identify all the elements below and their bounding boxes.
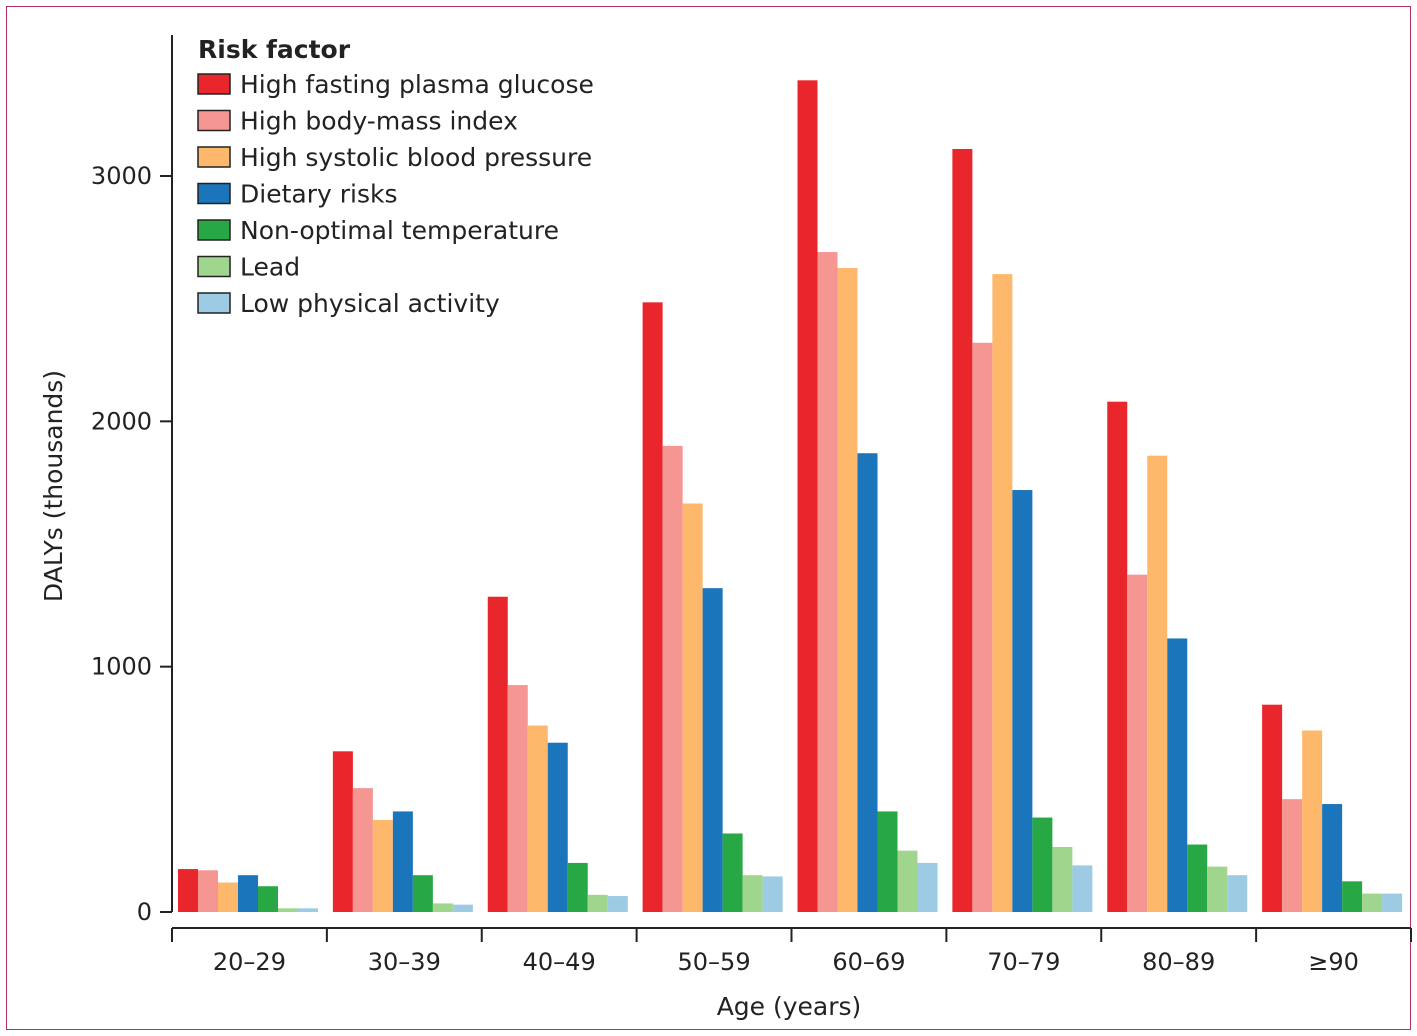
x-tick-label: 80–89 bbox=[1142, 948, 1215, 976]
x-tick-label: 60–69 bbox=[832, 948, 905, 976]
bar-4-6 bbox=[1012, 490, 1033, 912]
bar-4-8 bbox=[1322, 804, 1343, 912]
bar-5-6 bbox=[1032, 817, 1053, 912]
bar-6-2 bbox=[432, 903, 453, 912]
y-tick-label: 0 bbox=[137, 898, 152, 926]
legend-label: Non-optimal temperature bbox=[240, 216, 559, 245]
legend-label: High fasting plasma glucose bbox=[240, 70, 594, 99]
bar-1-3 bbox=[487, 596, 508, 912]
legend: Risk factor High fasting plasma glucose H… bbox=[197, 35, 594, 318]
bar-7-6 bbox=[1072, 865, 1093, 912]
bar-1-8 bbox=[1262, 704, 1283, 912]
bar-6-4 bbox=[742, 875, 763, 912]
bar-3-2 bbox=[372, 820, 393, 912]
y-tick-label: 3000 bbox=[91, 162, 152, 190]
bar-3-6 bbox=[992, 274, 1013, 913]
legend-swatch bbox=[197, 219, 231, 241]
legend-label: High body-mass index bbox=[240, 107, 518, 136]
bar-6-6 bbox=[1052, 846, 1073, 912]
bar-2-3 bbox=[507, 685, 528, 912]
bar-5-3 bbox=[567, 862, 588, 912]
x-ticks-group: 20–29 30–39 40–49 50–59 60–69 70–79 80–89 ≥90 bbox=[171, 928, 1412, 976]
bar-4-1 bbox=[238, 875, 258, 912]
bar-6-5 bbox=[897, 850, 918, 912]
legend-swatch bbox=[197, 182, 231, 205]
bar-7-5 bbox=[917, 862, 938, 912]
bar-2-7 bbox=[1127, 574, 1148, 912]
figure-frame bbox=[6, 6, 1411, 1030]
bar-5-5 bbox=[877, 811, 898, 912]
bar-5-4 bbox=[722, 833, 743, 912]
bar-7-4 bbox=[762, 876, 783, 912]
bar-2-8 bbox=[1282, 799, 1303, 912]
bar-7-8 bbox=[1382, 893, 1403, 912]
bar-7-1 bbox=[298, 908, 318, 912]
bar-2-2 bbox=[352, 788, 373, 912]
bar-1-4 bbox=[642, 302, 663, 912]
bars-group bbox=[178, 80, 1403, 913]
legend-label: High systolic blood pressure bbox=[240, 143, 592, 172]
legend-label: Lead bbox=[240, 253, 300, 282]
x-tick-label: ≥90 bbox=[1308, 948, 1359, 976]
bar-2-6 bbox=[972, 342, 993, 912]
bar-6-1 bbox=[278, 908, 298, 912]
legend-swatch bbox=[197, 146, 231, 168]
bar-1-7 bbox=[1107, 401, 1128, 912]
x-tick-label: 20–29 bbox=[213, 948, 286, 976]
y-tick-label: 1000 bbox=[91, 653, 152, 681]
bar-5-2 bbox=[412, 875, 433, 912]
bar-1-5 bbox=[797, 80, 818, 912]
bar-6-3 bbox=[587, 894, 608, 912]
legend-swatch bbox=[197, 292, 231, 314]
bar-5-8 bbox=[1342, 881, 1363, 912]
legend-swatch bbox=[197, 109, 231, 132]
bar-5-7 bbox=[1187, 844, 1208, 912]
bar-4-4 bbox=[702, 588, 723, 912]
bar-6-7 bbox=[1207, 866, 1228, 912]
bar-2-4 bbox=[662, 445, 683, 912]
bar-7-3 bbox=[607, 896, 628, 912]
bar-3-4 bbox=[682, 503, 703, 912]
bar-3-1 bbox=[218, 882, 238, 912]
x-tick-label: 30–39 bbox=[368, 948, 441, 976]
bar-1-6 bbox=[952, 149, 973, 913]
x-axis-title: Age (years) bbox=[717, 992, 862, 1021]
y-tick-label: 2000 bbox=[91, 407, 152, 435]
legend-swatch bbox=[197, 255, 231, 278]
x-tick-label: 40–49 bbox=[523, 948, 596, 976]
bar-7-2 bbox=[452, 904, 473, 912]
bar-3-5 bbox=[837, 268, 858, 912]
y-axis-title: DALYs (thousands) bbox=[39, 370, 68, 602]
bar-4-5 bbox=[857, 453, 878, 912]
y-ticks-group: 0 1000 2000 3000 bbox=[91, 162, 172, 926]
legend-label: Low physical activity bbox=[240, 289, 500, 318]
bar-6-8 bbox=[1362, 893, 1383, 912]
bar-3-8 bbox=[1302, 730, 1323, 912]
bar-5-1 bbox=[258, 886, 278, 912]
bar-1-1 bbox=[178, 869, 198, 912]
bar-4-2 bbox=[392, 811, 413, 912]
bar-2-1 bbox=[198, 870, 218, 912]
bar-4-3 bbox=[547, 742, 568, 912]
x-tick-label: 50–59 bbox=[678, 948, 751, 976]
legend-title: Risk factor bbox=[198, 35, 351, 64]
bar-4-7 bbox=[1167, 638, 1188, 912]
legend-swatch bbox=[197, 73, 231, 95]
x-tick-label: 70–79 bbox=[987, 948, 1060, 976]
bar-7-7 bbox=[1227, 875, 1248, 912]
bar-1-2 bbox=[332, 751, 353, 912]
bar-2-5 bbox=[817, 252, 838, 912]
legend-label: Dietary risks bbox=[240, 180, 397, 209]
bar-3-7 bbox=[1147, 455, 1168, 912]
bar-3-3 bbox=[527, 725, 548, 912]
